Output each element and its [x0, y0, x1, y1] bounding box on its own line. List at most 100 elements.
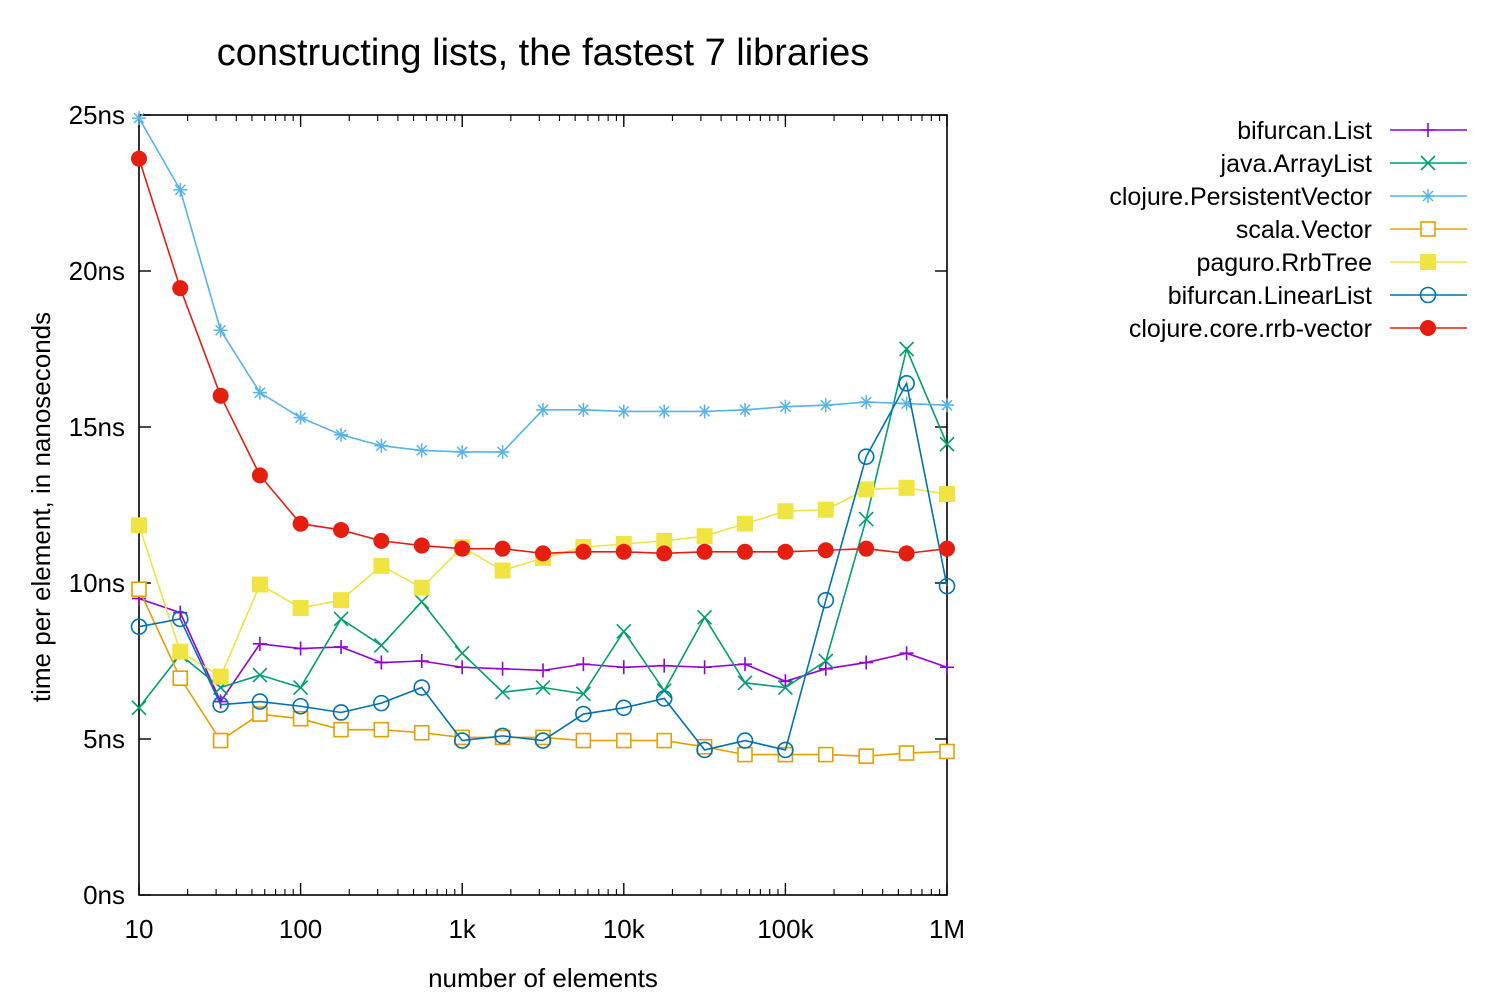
filled-circle-marker-glyph: [292, 515, 309, 532]
data-point: [494, 727, 511, 745]
data-point: [898, 745, 915, 761]
data-point: [737, 746, 753, 763]
y-axis-label: time per element, in nanoseconds: [26, 312, 56, 702]
data-point: [615, 543, 632, 560]
data-point: [212, 668, 229, 685]
open-circle-marker-glyph: [251, 693, 269, 710]
cross-marker-glyph: [575, 686, 591, 702]
open-square-marker-glyph: [939, 743, 955, 760]
legend-marker: [1421, 189, 1435, 203]
plus-marker-glyph: [414, 654, 429, 668]
open-circle-marker-glyph: [212, 696, 229, 713]
filled-circle-marker-glyph: [898, 545, 915, 562]
data-point: [535, 663, 550, 678]
open-square-marker-glyph: [333, 721, 349, 738]
data-point: [940, 398, 954, 413]
filled-square-marker-glyph: [131, 517, 147, 534]
data-point: [898, 479, 915, 496]
open-circle-marker-glyph: [1419, 286, 1437, 304]
cross-marker-glyph: [252, 667, 268, 683]
data-point: [777, 741, 794, 759]
filled-square-marker-glyph: [251, 576, 268, 593]
cross-marker-glyph: [818, 653, 834, 669]
plus-marker-glyph: [495, 661, 510, 676]
legend-label: clojure.core.rrb-vector: [1129, 315, 1372, 343]
data-point: [293, 641, 308, 656]
data-point: [292, 515, 309, 532]
filled-square-marker-glyph: [939, 486, 955, 503]
open-circle-marker-glyph: [413, 679, 431, 696]
data-point: [818, 653, 834, 669]
open-circle-marker-glyph: [130, 618, 148, 635]
data-point: [898, 375, 915, 392]
open-circle-marker-glyph: [938, 577, 956, 595]
plot-area: 0ns 5ns 10ns 15ns 20ns 25ns 10 100 1k 10k 100k 1M: [69, 100, 965, 944]
open-circle-marker-glyph: [292, 697, 309, 715]
star-marker-glyph: [738, 402, 752, 417]
data-point: [252, 385, 267, 400]
legend-entry-clojure-core-rrb-vector: clojure.core.rrb-vector: [1129, 315, 1467, 343]
data-point: [413, 537, 430, 554]
data-point: [293, 679, 309, 696]
star-marker-glyph: [818, 398, 833, 413]
y-tick-label: 0ns: [83, 880, 125, 910]
filled-circle-marker-glyph: [696, 543, 713, 560]
data-point: [736, 515, 753, 532]
open-square-marker-glyph: [575, 732, 592, 749]
data-point: [173, 182, 188, 197]
plus-marker-glyph: [455, 660, 470, 675]
series-clojure-persistentvector: [132, 111, 954, 459]
filled-circle-marker-glyph: [251, 467, 268, 484]
filled-square-marker-glyph: [777, 503, 794, 520]
data-point: [898, 545, 915, 562]
open-circle-marker-glyph: [615, 699, 633, 717]
data-point: [940, 660, 954, 675]
open-square-marker-glyph: [131, 581, 147, 598]
filled-circle-marker-glyph: [939, 540, 955, 557]
plus-marker-glyph: [657, 658, 672, 673]
data-point: [697, 609, 713, 625]
data-point: [818, 398, 833, 413]
data-point: [212, 696, 229, 713]
data-point: [251, 467, 268, 484]
legend-entry-paguro-rrbtree: paguro.RrbTree: [1196, 249, 1467, 277]
star-marker-glyph: [657, 404, 672, 419]
data-point: [414, 594, 430, 610]
data-point: [131, 581, 147, 598]
open-circle-marker-glyph: [655, 690, 673, 707]
plus-marker-glyph: [818, 661, 833, 676]
data-point: [939, 743, 955, 760]
data-point: [656, 532, 673, 549]
x-tick-label: 1M: [929, 914, 965, 944]
data-point: [576, 657, 591, 672]
cross-marker-glyph: [1420, 155, 1436, 171]
data-point: [899, 341, 915, 357]
open-square-marker-glyph: [737, 746, 753, 763]
star-marker-glyph: [252, 385, 267, 400]
filled-square-marker-glyph: [858, 481, 875, 498]
data-point: [374, 655, 389, 670]
filled-circle-marker-glyph: [736, 543, 753, 560]
data-point: [535, 679, 551, 696]
data-point: [818, 661, 833, 676]
data-point: [413, 724, 430, 741]
filled-circle-marker-glyph: [1420, 320, 1436, 336]
data-point: [697, 660, 712, 675]
cross-marker-glyph: [858, 511, 874, 527]
data-point: [778, 674, 793, 689]
star-marker-glyph: [213, 323, 228, 338]
data-point: [172, 280, 189, 297]
open-square-marker-glyph: [898, 745, 915, 761]
plus-marker-glyph: [334, 639, 349, 654]
open-circle-marker-glyph: [494, 727, 511, 745]
open-square-marker-glyph: [413, 724, 430, 741]
data-point: [736, 543, 753, 560]
open-square-marker-glyph: [858, 748, 875, 764]
open-circle-marker-glyph: [696, 741, 713, 759]
data-point: [454, 540, 471, 557]
data-point: [777, 679, 793, 696]
plus-marker-glyph: [778, 674, 793, 689]
y-tick-label: 5ns: [83, 724, 125, 754]
data-point: [333, 721, 349, 738]
filled-circle-marker-glyph: [454, 540, 471, 557]
